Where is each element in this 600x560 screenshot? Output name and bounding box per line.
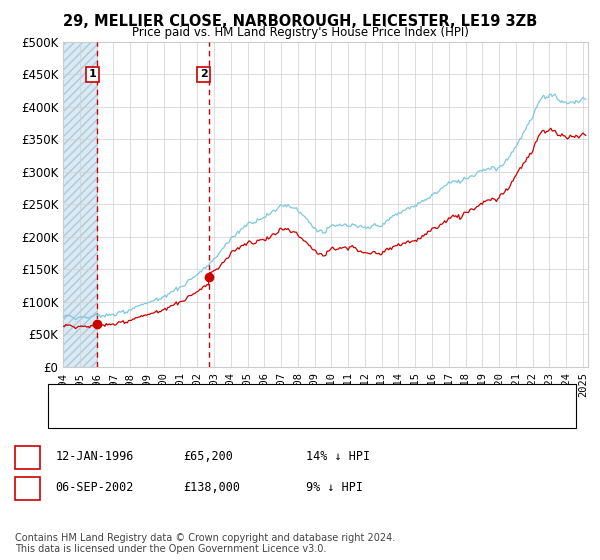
Text: 06-SEP-2002: 06-SEP-2002 [55,480,134,494]
Text: £65,200: £65,200 [183,450,233,463]
Bar [63,42,97,367]
Bar [63,42,97,367]
Text: 2: 2 [23,480,32,494]
Text: 1: 1 [88,69,96,80]
Text: Price paid vs. HM Land Registry's House Price Index (HPI): Price paid vs. HM Land Registry's House … [131,26,469,39]
Text: ─────: ───── [57,388,95,401]
Text: HPI: Average price, detached house, Blaby: HPI: Average price, detached house, Blab… [99,410,337,421]
Text: Contains HM Land Registry data © Crown copyright and database right 2024.
This d: Contains HM Land Registry data © Crown c… [15,533,395,554]
Text: 29, MELLIER CLOSE, NARBOROUGH, LEICESTER, LE19 3ZB: 29, MELLIER CLOSE, NARBOROUGH, LEICESTER… [63,14,537,29]
Text: 12-JAN-1996: 12-JAN-1996 [55,450,134,463]
Text: 9% ↓ HPI: 9% ↓ HPI [306,480,363,494]
Text: 1: 1 [23,450,32,463]
Text: ─────: ───── [57,409,95,422]
Text: 14% ↓ HPI: 14% ↓ HPI [306,450,370,463]
Text: 2: 2 [200,69,208,80]
Text: 29, MELLIER CLOSE, NARBOROUGH, LEICESTER, LE19 3ZB (detached house): 29, MELLIER CLOSE, NARBOROUGH, LEICESTER… [99,389,525,399]
Text: £138,000: £138,000 [183,480,240,494]
